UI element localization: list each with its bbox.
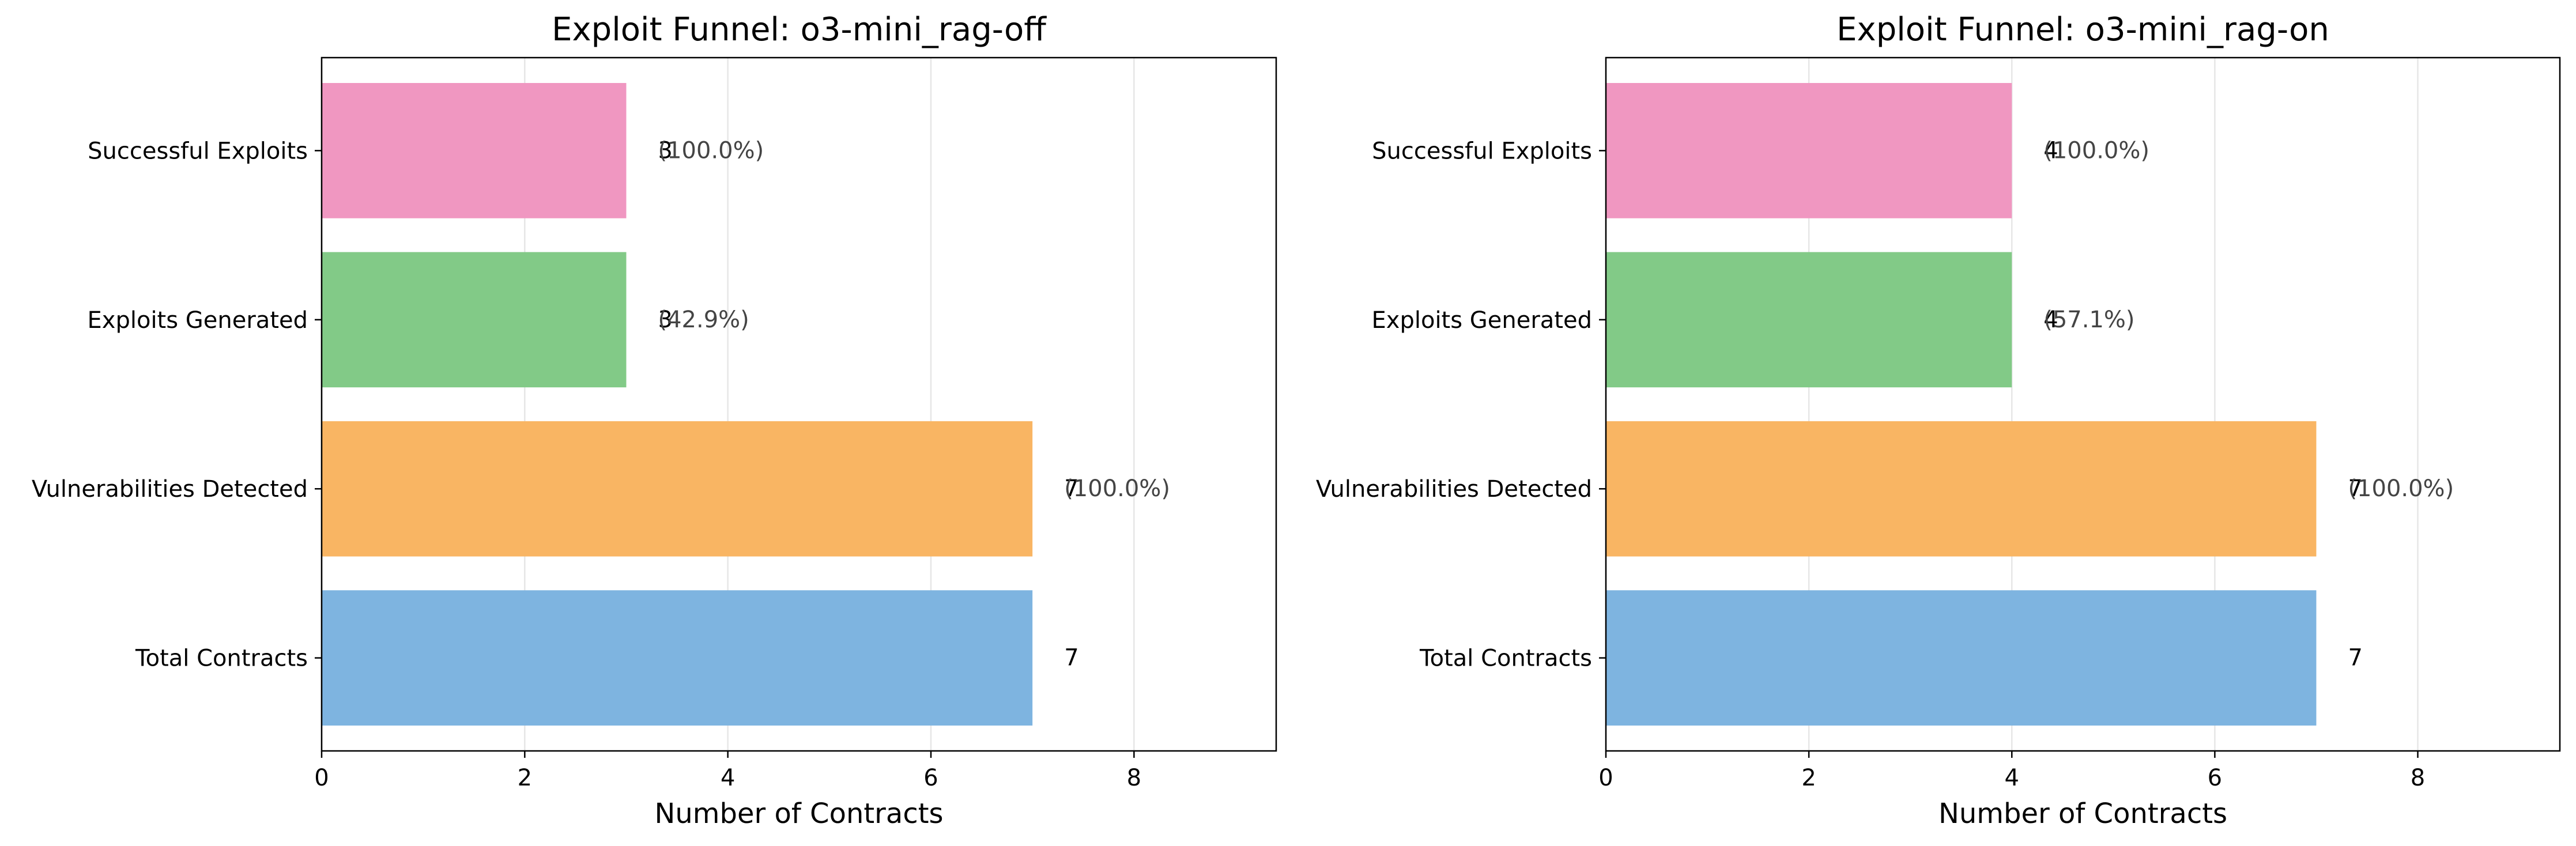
chart-title: Exploit Funnel: o3-mini_rag-off — [552, 11, 1047, 48]
x-tick-label: 6 — [2208, 765, 2222, 791]
bar-value-label: 7 — [2348, 475, 2362, 502]
x-tick-label: 8 — [2411, 765, 2425, 791]
x-axis-label: Number of Contracts — [654, 798, 943, 830]
x-tick-label: 8 — [1127, 765, 1141, 791]
bar-successful-exploits — [322, 83, 627, 218]
bar-exploits-generated — [1606, 252, 2012, 388]
bar-percent-label: (100.0%) — [1064, 475, 1170, 502]
bar-percent-label: (42.9%) — [658, 307, 749, 333]
y-tick-label: Successful Exploits — [88, 138, 308, 164]
y-tick-label: Exploits Generated — [1372, 307, 1592, 334]
x-tick-label: 2 — [518, 765, 532, 791]
x-tick-label: 6 — [923, 765, 938, 791]
y-tick-label: Exploits Generated — [88, 307, 308, 334]
bar-exploits-generated — [322, 252, 627, 388]
x-tick-label: 0 — [314, 765, 329, 791]
bar-percent-label: (100.0%) — [2348, 475, 2454, 502]
y-tick-label: Total Contracts — [135, 645, 308, 672]
bar-percent-label: (100.0%) — [2043, 137, 2149, 164]
bar-percent-label: (100.0%) — [658, 137, 764, 164]
plot-frame — [320, 56, 1277, 752]
bar-value-label: 3 — [658, 137, 673, 164]
bar-total-contracts — [1606, 590, 2317, 726]
x-tick-label: 0 — [1598, 765, 1613, 791]
x-tick-label: 2 — [1801, 765, 1816, 791]
y-tick-label: Vulnerabilities Detected — [32, 476, 308, 503]
bar-value-label: 7 — [1064, 475, 1078, 502]
x-axis-label: Number of Contracts — [1938, 798, 2227, 830]
bar-vulnerabilities-detected — [322, 421, 1033, 557]
bar-value-label: 7 — [1064, 645, 1078, 671]
chart-title: Exploit Funnel: o3-mini_rag-on — [1836, 11, 2329, 48]
bar-value-label: 3 — [658, 307, 673, 333]
bar-total-contracts — [322, 590, 1033, 726]
bar-value-label: 4 — [2043, 307, 2058, 333]
y-tick-label: Successful Exploits — [1372, 138, 1592, 164]
bar-successful-exploits — [1606, 83, 2012, 218]
y-tick-label: Vulnerabilities Detected — [1316, 476, 1592, 503]
bar-vulnerabilities-detected — [1606, 421, 2317, 557]
x-tick-label: 4 — [721, 765, 735, 791]
plot-frame — [1605, 56, 2561, 752]
bar-percent-label: (57.1%) — [2043, 307, 2134, 333]
y-tick-label: Total Contracts — [1419, 645, 1592, 672]
bar-value-label: 7 — [2348, 645, 2362, 671]
bar-value-label: 4 — [2043, 137, 2058, 164]
x-tick-label: 4 — [2005, 765, 2019, 791]
